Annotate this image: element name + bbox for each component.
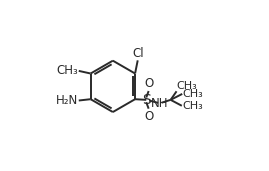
Text: CH₃: CH₃ [182, 101, 203, 111]
Text: CH₃: CH₃ [176, 81, 197, 91]
Text: S: S [142, 93, 151, 107]
Text: CH₃: CH₃ [56, 64, 78, 77]
Text: CH₃: CH₃ [183, 89, 203, 99]
Text: Cl: Cl [132, 47, 144, 60]
Text: O: O [144, 77, 153, 90]
Text: NH: NH [151, 97, 168, 110]
Text: O: O [144, 110, 153, 123]
Text: H₂N: H₂N [56, 94, 78, 107]
